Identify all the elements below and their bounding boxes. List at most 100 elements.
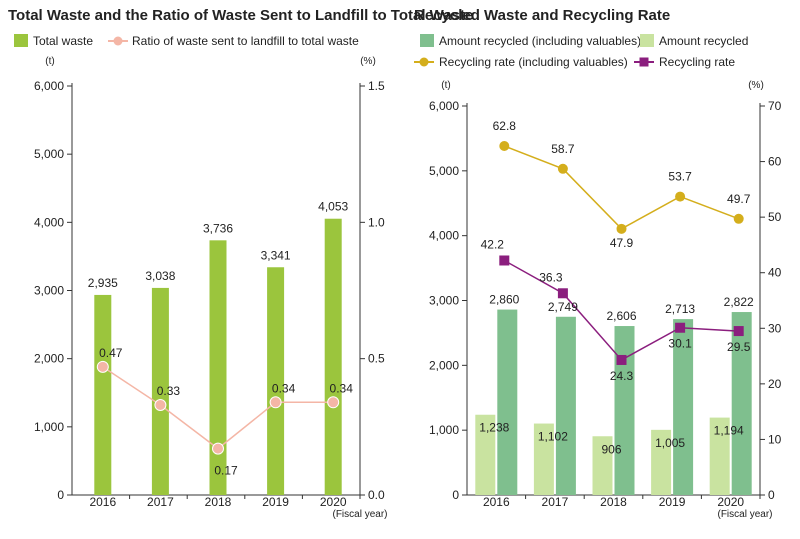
landfill-ratio-point [154, 399, 167, 412]
right-legend-valuables-swatch [420, 34, 434, 47]
landfill-ratio-label: 0.34 [272, 381, 296, 395]
right-y2-tick-label: 60 [768, 155, 782, 169]
left-y-right-unit: (%) [360, 56, 376, 67]
right-y2-tick-label: 30 [768, 321, 782, 335]
amount-recycled-valuables-bar [673, 319, 694, 495]
recycling-rate-label: 30.1 [668, 337, 692, 351]
landfill-ratio-label: 0.33 [157, 384, 181, 398]
recycling-rate-label: 36.3 [539, 270, 563, 284]
recycling-rate-valuables-point [499, 141, 510, 152]
recycling-rate-valuables-label: 47.9 [610, 236, 634, 250]
amount-recycled-label: 1,238 [479, 421, 509, 435]
left-y2-tick-label: 1.5 [368, 79, 385, 93]
right-y2-tick-label: 70 [768, 99, 782, 113]
amount-recycled-valuables-bar [614, 326, 635, 495]
left-y-tick-label: 5,000 [34, 147, 64, 161]
amount-recycled-valuables-bar [731, 312, 752, 495]
right-legend-recycled-swatch [640, 34, 654, 47]
left-y2-tick-label: 1.0 [368, 215, 385, 229]
total-waste-label: 2,935 [88, 276, 118, 290]
total-waste-bar [209, 240, 227, 495]
left-x-tick-label: 2018 [205, 495, 232, 509]
right-legend-rate-marker [639, 57, 649, 67]
total-waste-label: 3,736 [203, 221, 233, 235]
left-x-tick-label: 2017 [147, 495, 174, 509]
right-y2-tick-label: 10 [768, 432, 782, 446]
left-y-tick-label: 2,000 [34, 352, 64, 366]
left-chart: Total Waste and the Ratio of Waste Sent … [8, 7, 473, 520]
right-y2-tick-label: 0 [768, 488, 775, 502]
right-x-tick-label: 2017 [542, 495, 569, 509]
right-category-labels: 2016 2017 2018 2019 2020 [483, 495, 761, 509]
recycling-rate-label: 42.2 [481, 237, 505, 251]
left-y-left-unit: (t) [45, 56, 54, 67]
landfill-ratio-label: 0.34 [330, 381, 354, 395]
left-y-tick-label: 4,000 [34, 215, 64, 229]
recycling-rate-label: 29.5 [727, 340, 751, 354]
amount-recycled-valuables-label: 2,822 [724, 295, 754, 309]
total-waste-label: 4,053 [318, 200, 348, 214]
recycling-rate-valuables-path [504, 145, 739, 230]
right-rate-lines [499, 141, 744, 365]
amount-recycled-valuables-label: 2,860 [489, 293, 519, 307]
left-x-unit: (Fiscal year) [332, 509, 387, 520]
right-legend-rate-valuables: Recycling rate (including valuables) [439, 55, 628, 69]
left-category-labels: 2016 2017 2018 2019 2020 [89, 495, 361, 509]
right-x-tick-label: 2016 [483, 495, 510, 509]
total-waste-bar [151, 287, 169, 495]
left-data-labels: 2,935 3,038 3,736 3,341 4,053 0.47 0.33 0.17 0.3… [88, 200, 353, 478]
right-x-unit: (Fiscal year) [717, 509, 772, 520]
right-legend-rate: Recycling rate [659, 55, 735, 69]
amount-recycled-valuables-bar [497, 309, 518, 495]
right-data-labels: 1,238 1,102 906 1,005 1,194 2,860 2,749 2,606 2,… [479, 119, 754, 456]
total-waste-label: 3,341 [261, 248, 291, 262]
landfill-ratio-label: 0.47 [99, 346, 123, 360]
recycling-rate-valuables-label: 49.7 [727, 192, 751, 206]
total-waste-label: 3,038 [145, 269, 175, 283]
landfill-ratio-point [96, 360, 109, 373]
left-legend-total-waste: Total waste [33, 34, 93, 48]
recycling-rate-valuables-point [616, 223, 627, 234]
recycling-rate-valuables-point [733, 213, 744, 224]
right-y-tick-label: 6,000 [429, 99, 459, 113]
right-chart: Recycled Waste and Recycling Rate Amount… [414, 7, 782, 520]
landfill-ratio-label: 0.17 [214, 464, 238, 478]
amount-recycled-label: 1,102 [538, 430, 568, 444]
left-y-tick-label: 3,000 [34, 284, 64, 298]
right-y2-tick-label: 50 [768, 210, 782, 224]
left-x-tick-label: 2019 [262, 495, 289, 509]
total-waste-bar [94, 294, 112, 495]
right-y-tick-label: 3,000 [429, 294, 459, 308]
right-y-tick-label: 5,000 [429, 164, 459, 178]
recycling-rate-point [675, 322, 686, 333]
recycling-rate-point [557, 288, 568, 299]
landfill-ratio-point [327, 396, 340, 409]
amount-recycled-valuables-label: 2,606 [606, 309, 636, 323]
left-ratio-line [96, 360, 340, 455]
right-y2-tick-label: 20 [768, 377, 782, 391]
recycling-rate-valuables-label: 53.7 [668, 170, 692, 184]
right-y-left-unit: (t) [441, 80, 450, 91]
right-y-right-unit: (%) [748, 80, 764, 91]
right-legend-recycled-valuables: Amount recycled (including valuables) [439, 34, 641, 48]
amount-recycled-bar [533, 423, 554, 495]
right-y2-tick-label: 40 [768, 266, 782, 280]
amount-recycled-bar [709, 417, 730, 495]
right-chart-title: Recycled Waste and Recycling Rate [414, 7, 670, 24]
left-legend-landfill-ratio: Ratio of waste sent to landfill to total… [132, 34, 359, 48]
recycling-rate-valuables-point [557, 163, 568, 174]
recycling-rate-valuables-label: 58.7 [551, 142, 575, 156]
amount-recycled-valuables-label: 2,749 [548, 300, 578, 314]
total-waste-bar [324, 218, 342, 495]
left-y-tick-label: 1,000 [34, 420, 64, 434]
amount-recycled-label: 906 [601, 442, 621, 456]
recycling-rate-valuables-point [675, 191, 686, 202]
amount-recycled-label: 1,005 [655, 436, 685, 450]
landfill-ratio-point [212, 442, 224, 455]
right-y-tick-label: 4,000 [429, 229, 459, 243]
right-legend-recycled: Amount recycled [659, 34, 748, 48]
right-x-tick-label: 2020 [717, 495, 744, 509]
amount-recycled-valuables-label: 2,713 [665, 302, 695, 316]
amount-recycled-bar [651, 429, 672, 495]
